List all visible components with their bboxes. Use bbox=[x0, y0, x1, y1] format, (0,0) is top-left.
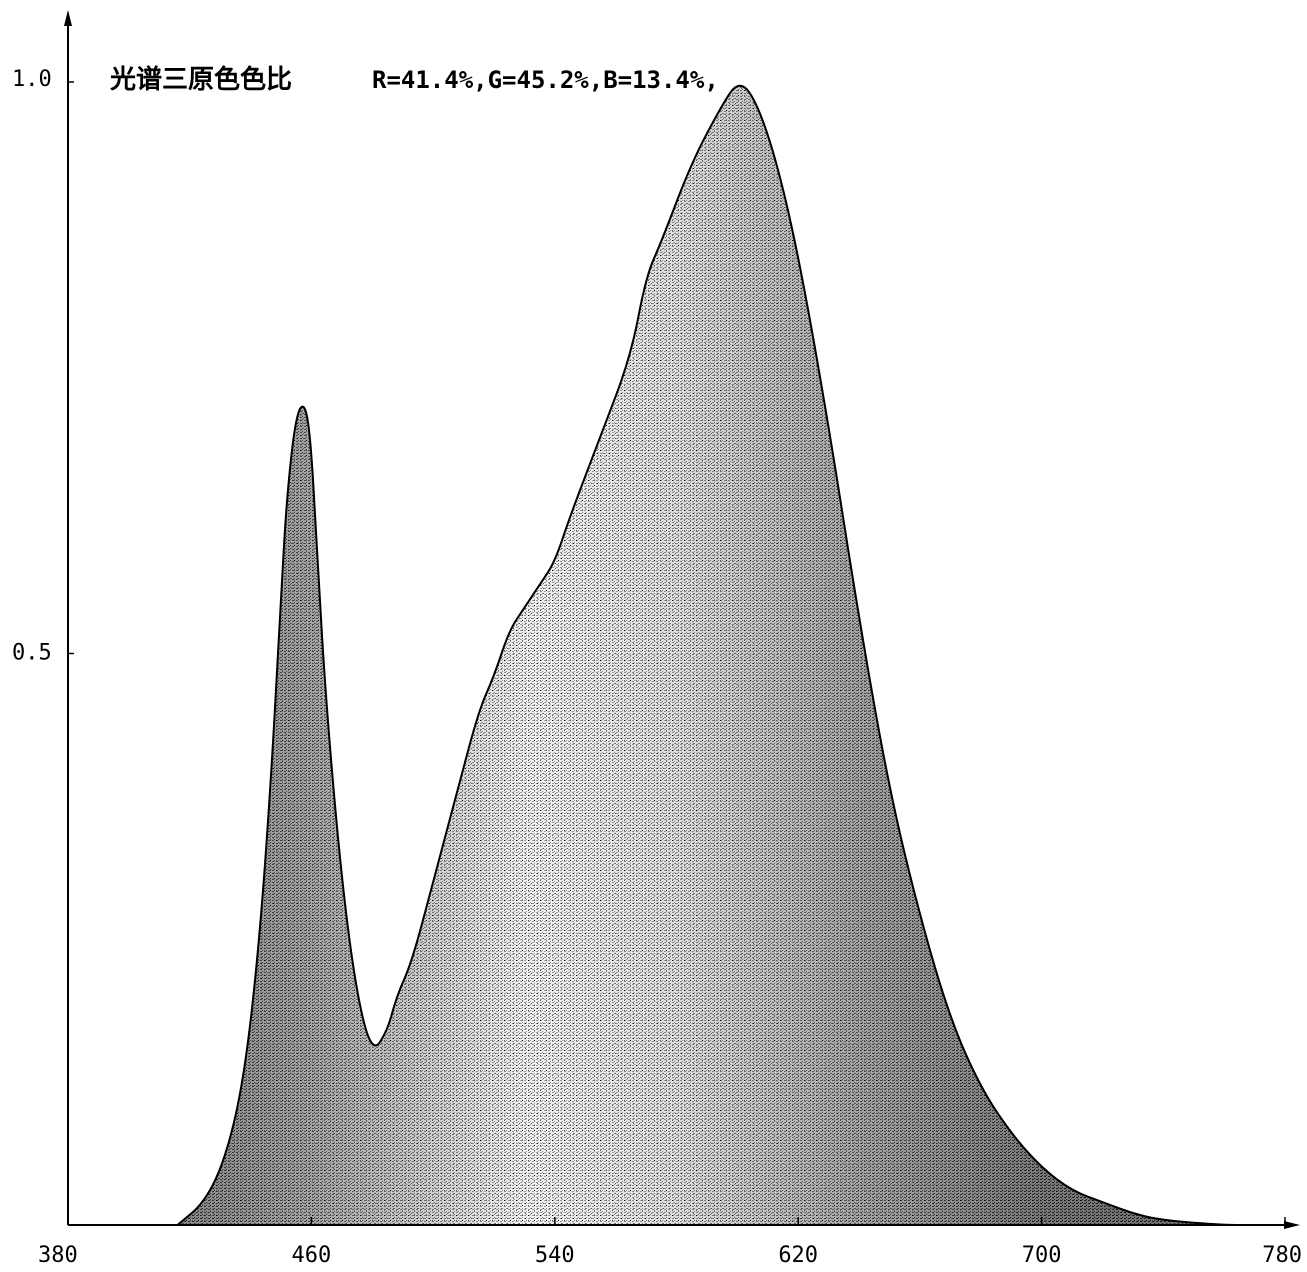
chart-subtitle: R=41.4%,G=45.2%,B=13.4%, bbox=[372, 66, 719, 94]
x-tick-label: 380 bbox=[38, 1243, 78, 1268]
x-axis-arrow-icon bbox=[1284, 1221, 1300, 1229]
spectrum-point bbox=[752, 92, 754, 94]
spectrum-point bbox=[295, 412, 297, 414]
spectrum-area-fill bbox=[177, 85, 1255, 1225]
y-tick-label: 0.5 bbox=[12, 641, 52, 666]
spectrum-point bbox=[736, 81, 738, 83]
x-tick-label: 460 bbox=[292, 1243, 332, 1268]
spectrum-curve bbox=[174, 84, 1255, 1226]
spectrum-point bbox=[304, 401, 306, 403]
x-tick-label: 620 bbox=[778, 1243, 818, 1268]
y-tick-label: 1.0 bbox=[12, 67, 52, 92]
y-axis-arrow-icon bbox=[64, 10, 72, 26]
chart-title: 光谱三原色色比 bbox=[109, 64, 292, 95]
x-tick-label: 700 bbox=[1022, 1243, 1062, 1268]
x-tick-label: 540 bbox=[535, 1243, 575, 1268]
x-tick-label: 780 bbox=[1262, 1243, 1302, 1268]
